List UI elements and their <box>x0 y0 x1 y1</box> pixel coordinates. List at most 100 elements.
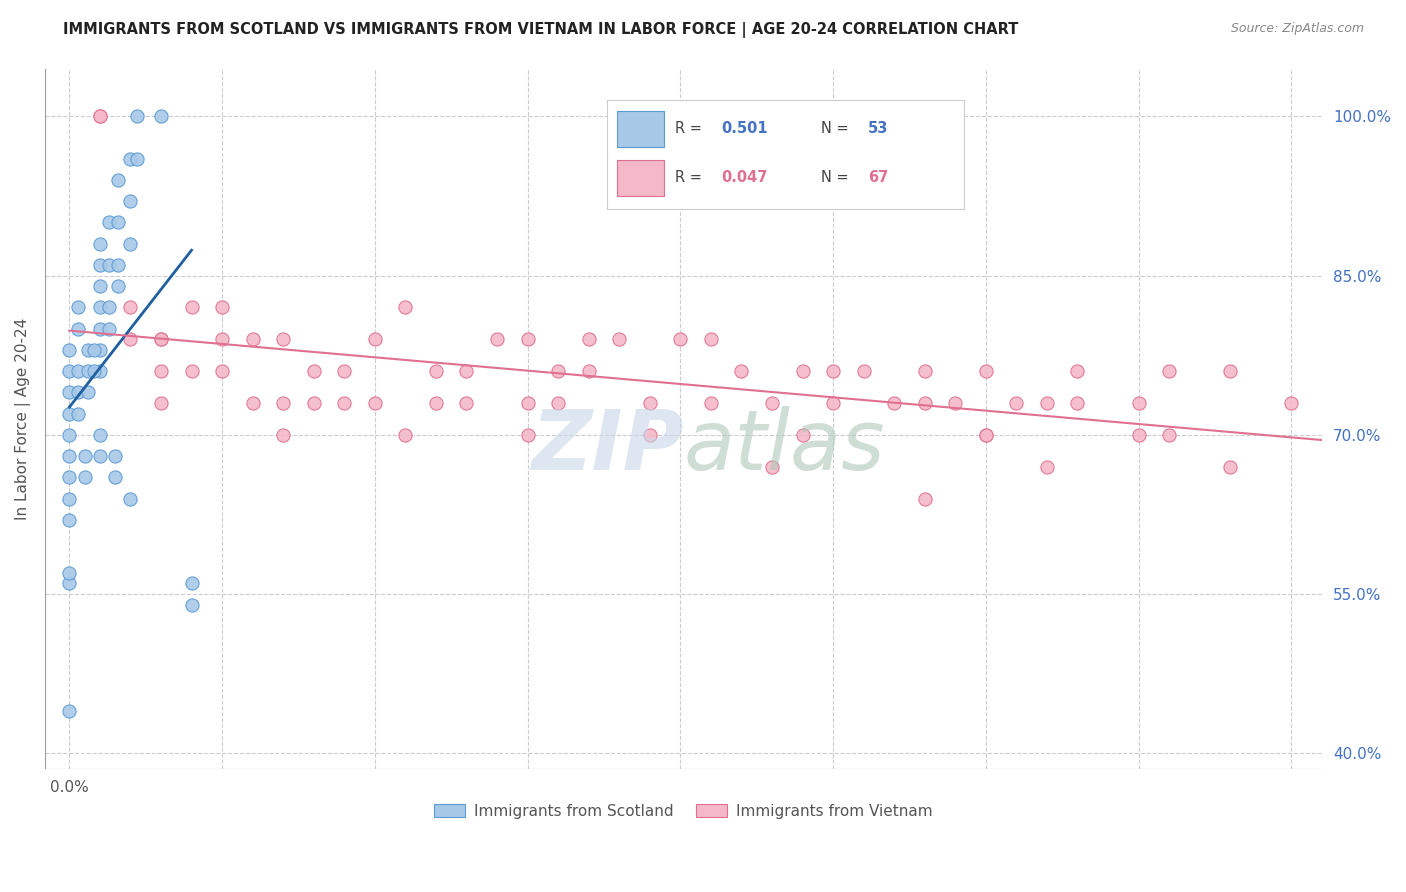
Point <box>700 332 723 346</box>
Point <box>67 321 90 335</box>
Point <box>89 449 111 463</box>
Point <box>149 109 172 123</box>
Point <box>149 396 172 410</box>
Point <box>943 396 966 410</box>
Point <box>83 364 105 378</box>
Point <box>120 332 142 346</box>
Point <box>271 332 294 346</box>
Point <box>1066 396 1088 410</box>
Point <box>149 364 172 378</box>
Point <box>669 332 692 346</box>
Point <box>58 470 80 484</box>
Point <box>242 332 264 346</box>
Point <box>883 396 905 410</box>
Text: IMMIGRANTS FROM SCOTLAND VS IMMIGRANTS FROM VIETNAM IN LABOR FORCE | AGE 20-24 C: IMMIGRANTS FROM SCOTLAND VS IMMIGRANTS F… <box>63 22 1018 38</box>
Point <box>58 576 80 591</box>
Point <box>89 236 111 251</box>
Point <box>58 449 80 463</box>
Point <box>364 332 387 346</box>
Point <box>792 364 814 378</box>
Point <box>364 396 387 410</box>
Point <box>73 470 96 484</box>
Point <box>67 301 90 315</box>
Point <box>333 364 356 378</box>
Point <box>852 364 875 378</box>
Point <box>58 704 80 718</box>
Point <box>107 215 129 229</box>
Point <box>98 258 121 272</box>
Point <box>98 301 121 315</box>
Point <box>89 364 111 378</box>
Point <box>58 385 80 400</box>
Point <box>73 449 96 463</box>
Point <box>120 152 142 166</box>
Point <box>1219 364 1241 378</box>
Legend: Immigrants from Scotland, Immigrants from Vietnam: Immigrants from Scotland, Immigrants fro… <box>427 797 939 825</box>
Point <box>125 109 148 123</box>
Point <box>180 598 202 612</box>
Point <box>83 343 105 357</box>
Point <box>1036 396 1059 410</box>
Point <box>823 364 845 378</box>
Point <box>211 332 233 346</box>
Point <box>578 332 600 346</box>
Point <box>1159 427 1181 442</box>
Point <box>302 396 325 410</box>
Point <box>211 364 233 378</box>
Point <box>761 459 783 474</box>
Point <box>104 449 127 463</box>
Point <box>638 396 661 410</box>
Point <box>58 364 80 378</box>
Point <box>394 301 416 315</box>
Point <box>67 385 90 400</box>
Point <box>425 364 447 378</box>
Point <box>58 491 80 506</box>
Text: Source: ZipAtlas.com: Source: ZipAtlas.com <box>1230 22 1364 36</box>
Point <box>1036 459 1059 474</box>
Point <box>456 364 478 378</box>
Point <box>104 470 127 484</box>
Point <box>456 396 478 410</box>
Point <box>516 396 538 410</box>
Point <box>89 109 111 123</box>
Point <box>67 364 90 378</box>
Point <box>89 258 111 272</box>
Point <box>76 343 98 357</box>
Point <box>211 301 233 315</box>
Point <box>914 364 936 378</box>
Point <box>1066 364 1088 378</box>
Point <box>1005 396 1028 410</box>
Point <box>607 332 630 346</box>
Point <box>107 279 129 293</box>
Point <box>486 332 509 346</box>
Point <box>180 301 202 315</box>
Point <box>547 364 569 378</box>
Point <box>578 364 600 378</box>
Point <box>107 258 129 272</box>
Point <box>516 332 538 346</box>
Point <box>1159 364 1181 378</box>
Point <box>333 396 356 410</box>
Point <box>792 427 814 442</box>
Point <box>1279 396 1302 410</box>
Point <box>98 321 121 335</box>
Point <box>974 427 997 442</box>
Point <box>120 236 142 251</box>
Point <box>700 396 723 410</box>
Point <box>120 194 142 209</box>
Point <box>180 576 202 591</box>
Point <box>242 396 264 410</box>
Point <box>120 491 142 506</box>
Point <box>516 427 538 442</box>
Point <box>58 513 80 527</box>
Point <box>1128 396 1150 410</box>
Point <box>120 301 142 315</box>
Point <box>914 396 936 410</box>
Point <box>271 396 294 410</box>
Point <box>730 364 752 378</box>
Point <box>1128 427 1150 442</box>
Point <box>823 396 845 410</box>
Point <box>76 385 98 400</box>
Point <box>974 427 997 442</box>
Point <box>89 343 111 357</box>
